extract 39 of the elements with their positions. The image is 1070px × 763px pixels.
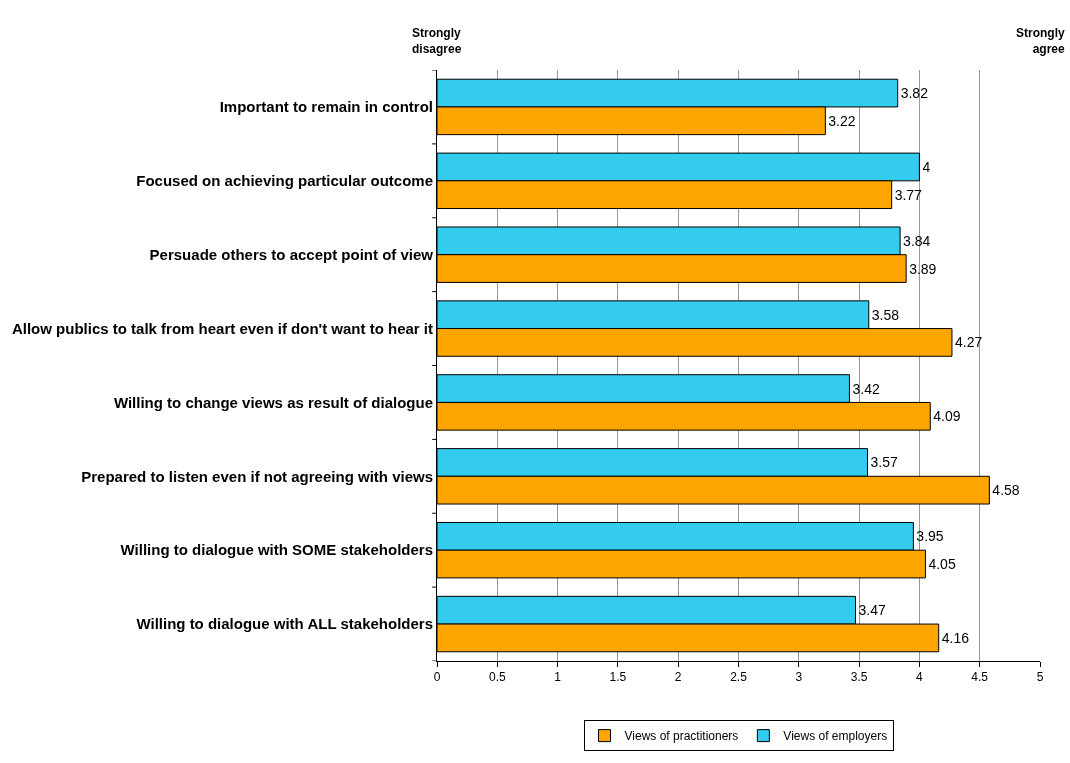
data-label: 3.77 bbox=[894, 186, 923, 203]
x-tick-label: 4 bbox=[916, 670, 924, 685]
data-label: 3.57 bbox=[870, 454, 898, 471]
data-label: 4.09 bbox=[933, 408, 961, 425]
data-label: 3.58 bbox=[871, 306, 900, 323]
data-label: 3.22 bbox=[828, 112, 856, 129]
data-label: 4.27 bbox=[954, 334, 983, 351]
data-label: 3.95 bbox=[916, 528, 944, 545]
y-tick-label: Willing to dialogue with ALL stakeholders bbox=[136, 615, 433, 633]
y-tick-label: Persuade others to accept point of view bbox=[149, 245, 434, 263]
text: Strongly disagree bbox=[412, 26, 462, 56]
x-tick-label: 2 bbox=[674, 670, 682, 685]
data-label: 4.58 bbox=[992, 482, 1020, 499]
x-tick-label: 4.5 bbox=[971, 670, 989, 685]
legend-label: Views of practitioners bbox=[624, 729, 739, 744]
y-tick-label: Willing to dialogue with SOME stakeholders bbox=[120, 541, 433, 559]
data-label: 3.82 bbox=[900, 85, 929, 102]
data-label: 3.84 bbox=[903, 232, 931, 249]
data-label: 4.16 bbox=[941, 629, 970, 646]
x-tick-label: 3.5 bbox=[850, 670, 868, 685]
y-tick-label: Willing to change views as result of dialogue bbox=[113, 393, 433, 411]
y-tick-label: Allow publics to talk from heart even if don't want to hear it bbox=[11, 319, 433, 337]
x-tick-label: 0.5 bbox=[488, 670, 506, 685]
data-label: 3.89 bbox=[909, 260, 937, 277]
x-tick-label: 1 bbox=[554, 670, 562, 685]
legend-label: Views of employers bbox=[783, 729, 888, 744]
data-label: 4.05 bbox=[928, 556, 956, 573]
data-label: 3.42 bbox=[852, 380, 880, 397]
data-label: 3.47 bbox=[858, 602, 886, 619]
y-tick-label: Focused on achieving particular outcome bbox=[136, 172, 433, 190]
x-tick-label: 5 bbox=[1036, 670, 1044, 685]
x-tick-label: 2.5 bbox=[730, 670, 748, 685]
x-tick-label: 1.5 bbox=[609, 670, 627, 685]
y-tick-label: Prepared to listen even if not agreeing with views bbox=[81, 467, 433, 485]
text: Strongly agree bbox=[1016, 26, 1065, 56]
x-tick-label: 3 bbox=[795, 670, 803, 685]
y-tick-label: Important to remain in control bbox=[219, 98, 433, 116]
data-label: 4 bbox=[922, 158, 931, 175]
x-tick-label: 0 bbox=[433, 670, 441, 685]
